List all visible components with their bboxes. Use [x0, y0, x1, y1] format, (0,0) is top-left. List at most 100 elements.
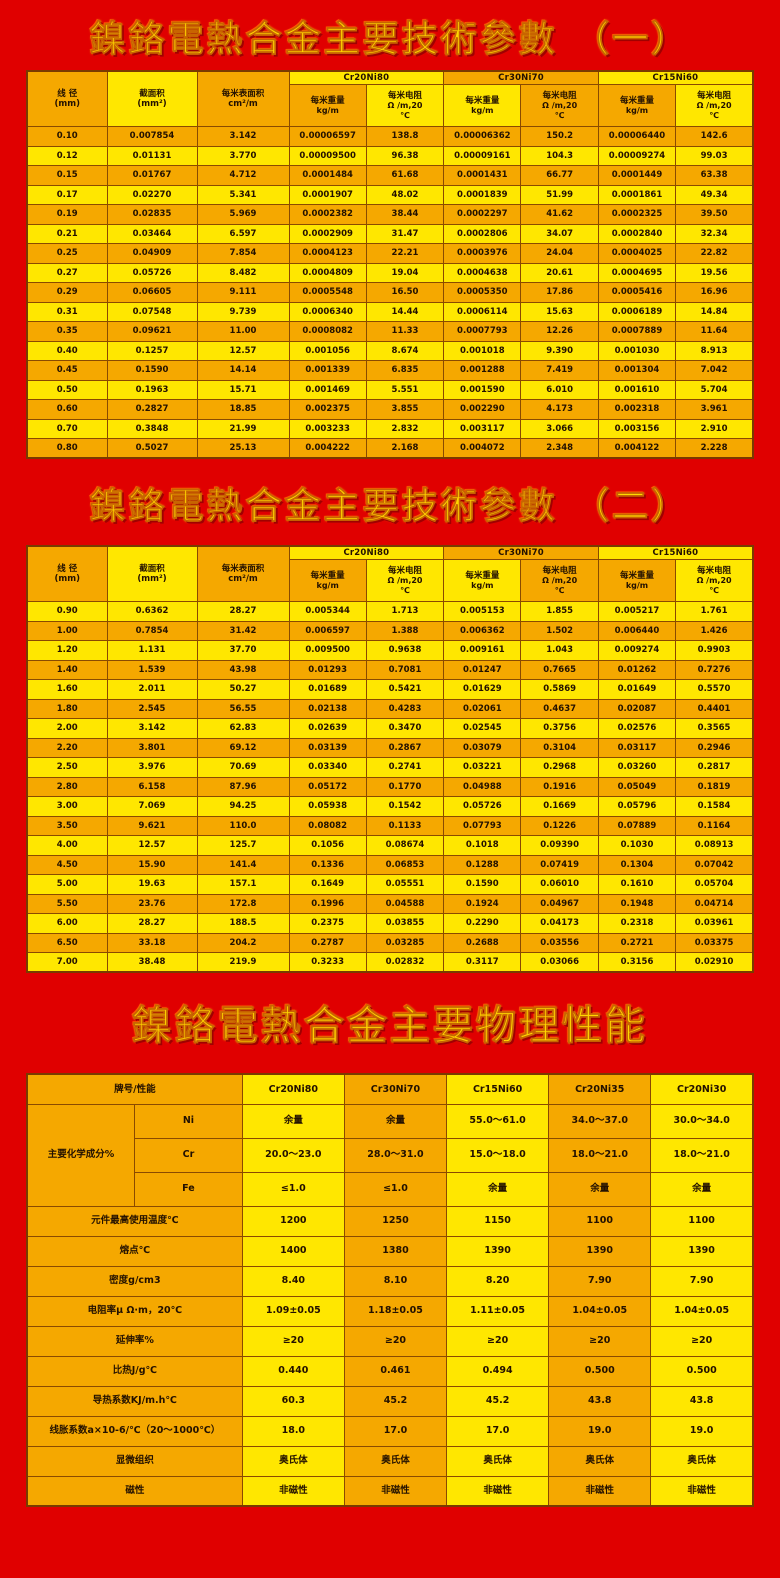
table-cell: 0.2817 [675, 757, 754, 778]
property-value: 1100 [650, 1205, 754, 1237]
table-cell: 0.1336 [288, 854, 367, 876]
header-weight-cr30ni70: 每米重量 kg/m [443, 559, 522, 603]
table-cell: 0.3117 [443, 952, 522, 973]
table-cell: 1.502 [520, 620, 599, 642]
table-row: 4.50 15.90 141.4 0.1336 0.06853 0.1288 0.07419… [26, 854, 754, 876]
property-value: 8.40 [241, 1265, 345, 1297]
table-cell: 3.00 [26, 796, 108, 817]
table-cell: 6.010 [520, 379, 599, 401]
table-cell: 0.1924 [443, 893, 522, 915]
table-cell: 0.003156 [597, 418, 677, 440]
table-row: 0.10 0.007854 3.142 0.00006597 138.8 0.000063… [26, 126, 754, 147]
header-label: 每米重量 [619, 95, 654, 106]
header-label: 每米重量 [465, 95, 500, 106]
table-cell: 12.57 [106, 835, 198, 856]
table-cell: 0.12 [26, 145, 108, 167]
header-diameter: 线 径 (mm) [26, 70, 108, 128]
table-cell: 0.0002909 [288, 223, 367, 245]
header-unit: Ω /m,20 [696, 576, 732, 586]
table-cell: 6.158 [106, 776, 198, 798]
table-cell: 0.2968 [520, 757, 599, 778]
table-cell: 0.45 [26, 360, 108, 381]
header-unit: kg/m [471, 580, 494, 590]
table-row: 1.20 1.131 37.70 0.009500 0.9638 0.009161 1.04… [26, 640, 754, 661]
table-cell: 5.00 [26, 874, 108, 895]
table-cell: 0.1590 [443, 874, 522, 895]
table-cell: 9.621 [106, 815, 198, 837]
property-row: 导热系数KJ/m.h℃ 60.3 45.2 45.2 43.8 43.8 [26, 1385, 754, 1417]
table-cell: 0.2688 [443, 932, 522, 954]
table-cell: 0.2867 [365, 737, 445, 759]
property-value: 奥氏体 [241, 1445, 345, 1477]
table-cell: 0.6362 [106, 601, 198, 622]
table-cell: 31.47 [365, 223, 445, 245]
table-cell: 0.1056 [288, 835, 367, 856]
table-cell: 0.9903 [675, 640, 754, 661]
table-cell: 0.01689 [288, 679, 367, 700]
property-value: 43.8 [548, 1385, 652, 1417]
table-cell: 0.29 [26, 282, 108, 303]
header-diameter: 线 径 (mm) [26, 545, 108, 603]
header-label: 每米电阻 [387, 91, 422, 102]
header-label: 线 径 [57, 88, 78, 99]
table-cell: 2.910 [675, 418, 754, 440]
table-cell: 0.02576 [597, 718, 677, 739]
property-value: 17.0 [343, 1415, 448, 1447]
property-row: 熔点℃ 1400 1380 1390 1390 1390 [26, 1235, 754, 1267]
table-row: 0.21 0.03464 6.597 0.0002909 31.47 0.0002806 3… [26, 223, 754, 245]
property-value: 1.18±0.05 [343, 1295, 448, 1327]
wire-table-part1-wrap: 线 径 (mm) 截面积 (mm²) 每米表面积 cm²/m Cr20Ni80 Cr30Ni7… [0, 70, 780, 460]
table-row: 0.31 0.07548 9.739 0.0006340 14.44 0.0006114 1… [26, 301, 754, 323]
table-cell: 0.2290 [443, 913, 522, 934]
table-cell: 0.0004123 [288, 243, 367, 264]
header-unit-2: ℃ [400, 110, 410, 120]
header-resistance-cr15ni60: 每米电阻 Ω /m,20 ℃ [675, 84, 754, 128]
property-label: 显微组织 [26, 1445, 243, 1477]
table-cell: 0.05049 [597, 776, 677, 798]
property-row: 显微组织 奥氏体 奥氏体 奥氏体 奥氏体 奥氏体 [26, 1445, 754, 1477]
table-row: 2.80 6.158 87.96 0.05172 0.1770 0.04988 0.1916… [26, 776, 754, 798]
property-value: 8.20 [446, 1265, 550, 1297]
table-cell: 48.02 [365, 184, 445, 206]
table-cell: 0.03340 [288, 757, 367, 778]
table-cell: 0.9638 [365, 640, 445, 661]
table-cell: 0.01767 [106, 165, 198, 186]
table-cell: 0.1542 [365, 796, 445, 817]
table-cell: 142.6 [675, 126, 754, 147]
table-cell: 0.80 [26, 438, 108, 459]
composition-value: 18.0～21.0 [548, 1137, 652, 1173]
table-cell: 0.01629 [443, 679, 522, 700]
header-label: 每米电阻 [542, 566, 577, 577]
table-cell: 0.2787 [288, 932, 367, 954]
table-cell: 0.002290 [443, 399, 522, 420]
property-value: 非磁性 [650, 1475, 754, 1507]
table-cell: 3.142 [106, 718, 198, 739]
table-cell: 138.8 [365, 126, 445, 147]
table-cell: 0.05172 [288, 776, 367, 798]
table-row: 7.00 38.48 219.9 0.3233 0.02832 0.3117 0.03066… [26, 952, 754, 973]
table-cell: 1.043 [520, 640, 599, 661]
table-cell: 0.07889 [597, 815, 677, 837]
table-cell: 0.1584 [675, 796, 754, 817]
table-cell: 0.01262 [597, 659, 677, 681]
table-cell: 204.2 [196, 932, 290, 954]
property-value: 17.0 [446, 1415, 550, 1447]
table-cell: 0.4637 [520, 698, 599, 720]
header-area: 截面积 (mm²) [106, 70, 198, 128]
table-cell: 0.08674 [365, 835, 445, 856]
composition-value: 余量 [343, 1103, 448, 1139]
composition-element-cr: Cr [134, 1137, 243, 1173]
property-value: 18.0 [241, 1415, 345, 1447]
table-row: 2.00 3.142 62.83 0.02639 0.3470 0.02545 0.3756… [26, 718, 754, 739]
table-cell: 0.0006340 [288, 301, 367, 323]
table-cell: 0.40 [26, 340, 108, 362]
table-cell: 0.06853 [365, 854, 445, 876]
property-value: 非磁性 [343, 1475, 448, 1507]
wire-table-part2-wrap: 线 径 (mm) 截面积 (mm²) 每米表面积 cm²/m Cr20Ni80 Cr30Ni7… [0, 545, 780, 974]
table-cell: 1.60 [26, 679, 108, 700]
table-cell: 172.8 [196, 893, 290, 915]
table-cell: 0.006362 [443, 620, 522, 642]
table-cell: 62.83 [196, 718, 290, 739]
table-cell: 0.1669 [520, 796, 599, 817]
table-cell: 16.50 [365, 282, 445, 303]
